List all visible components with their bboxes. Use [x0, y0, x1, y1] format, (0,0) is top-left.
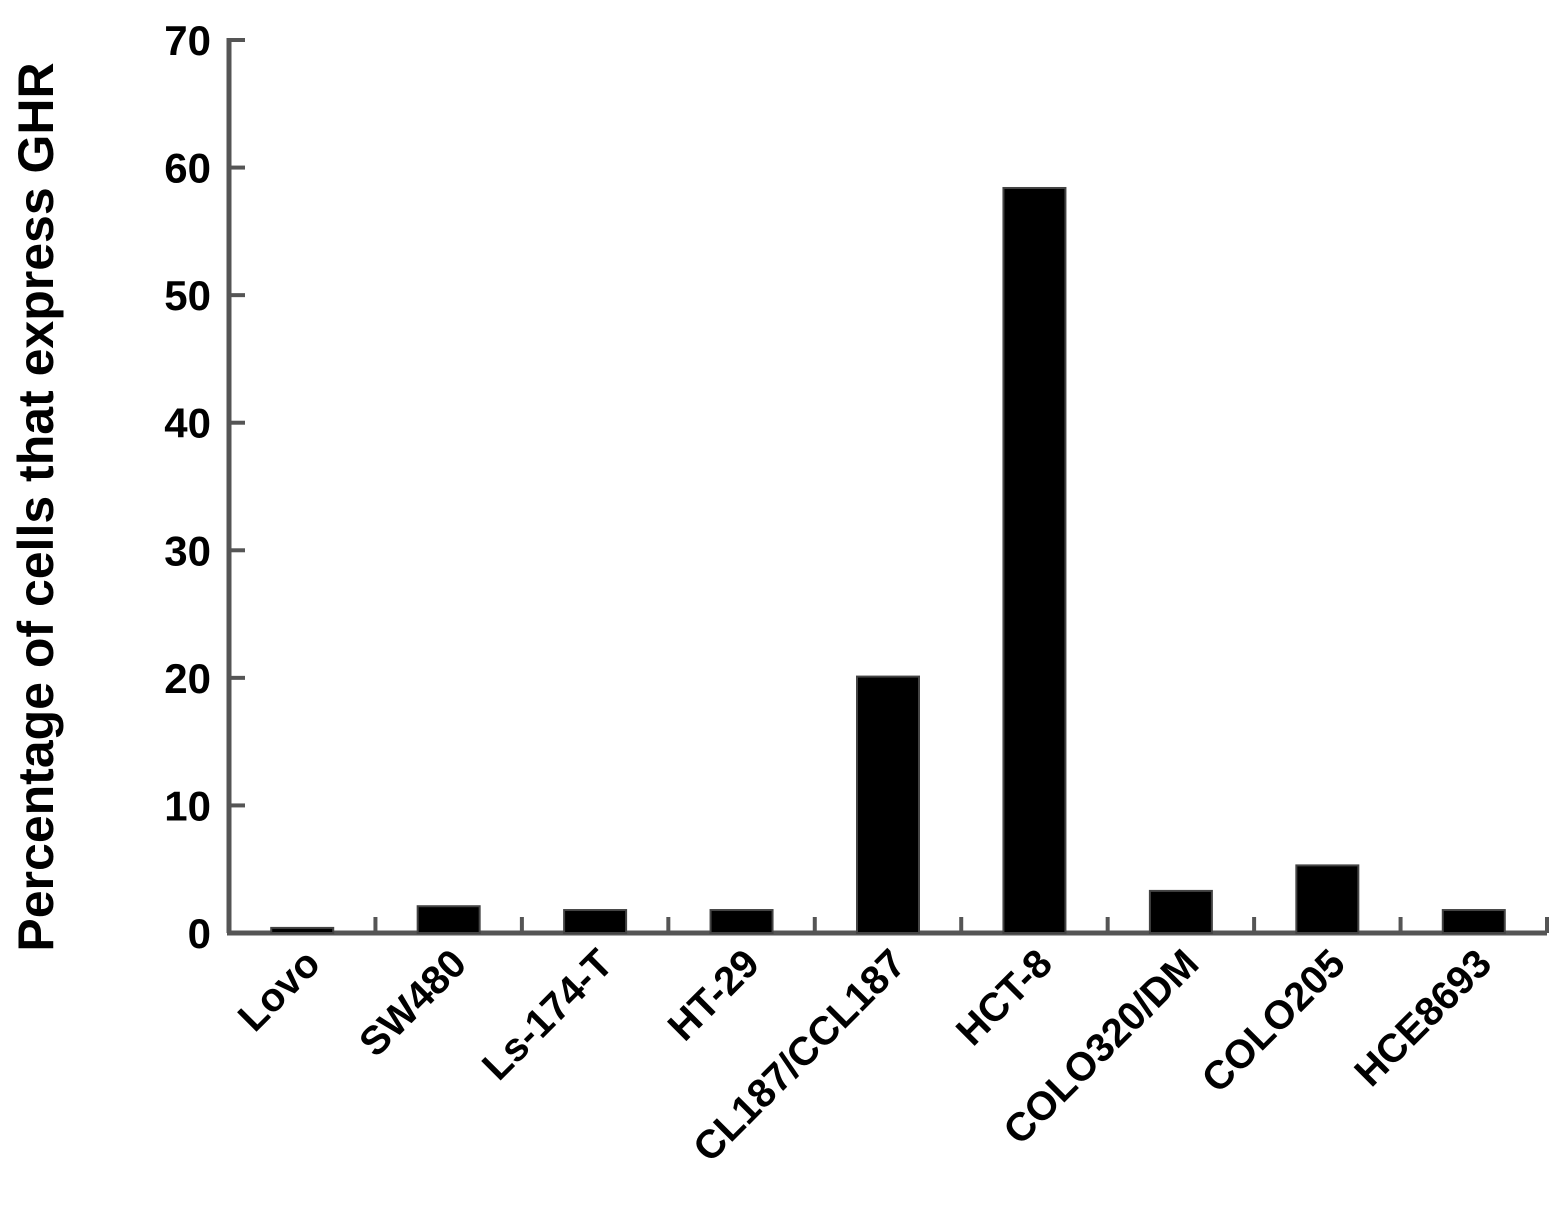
- y-axis-ticks: 0 10 20 30 40 50 60 70: [164, 17, 245, 957]
- y-tick-label: 30: [164, 527, 211, 574]
- y-tick-label: 0: [188, 910, 211, 957]
- y-tick-label: 70: [164, 17, 211, 64]
- bar-cl187-ccl187: [856, 675, 920, 934]
- y-axis-title: Percentage of cells that express GHR: [8, 62, 64, 951]
- bar-colo320-dm: [1148, 889, 1213, 934]
- x-category-label: HT-29: [660, 941, 768, 1049]
- x-category-label: COLO205: [1194, 941, 1354, 1101]
- x-category-label: Ls-174-T: [474, 941, 621, 1088]
- y-tick-label: 60: [164, 145, 211, 192]
- bar-ht-29: [709, 909, 774, 935]
- bar-hct-8: [1002, 186, 1067, 935]
- y-tick-label: 20: [164, 655, 211, 702]
- bar-lovo: [270, 926, 335, 935]
- x-category-label: HCT-8: [948, 941, 1061, 1054]
- bar-ls-174-t: [563, 909, 628, 935]
- y-tick-label: 40: [164, 400, 211, 447]
- bar-hce8693: [1441, 909, 1506, 935]
- x-category-label: HCE8693: [1346, 941, 1500, 1095]
- x-category-label: Lovo: [230, 941, 329, 1040]
- x-category-label: SW480: [351, 941, 475, 1065]
- bars: [270, 186, 1506, 935]
- y-tick-label: 50: [164, 272, 211, 319]
- bar-sw480: [416, 905, 481, 935]
- x-axis-ticks: [373, 917, 1549, 933]
- y-tick-label: 10: [164, 782, 211, 829]
- bar-colo205: [1295, 864, 1360, 934]
